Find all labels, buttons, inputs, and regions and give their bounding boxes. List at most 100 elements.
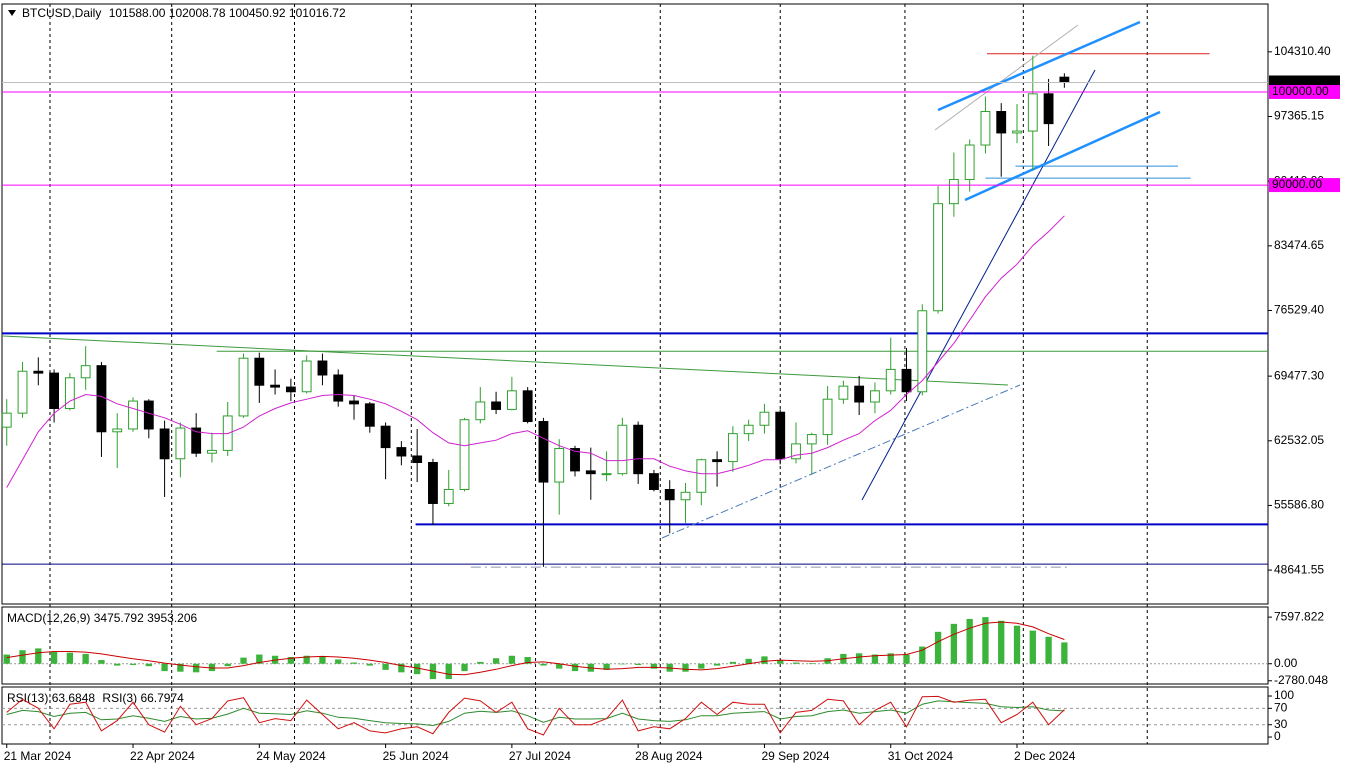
candle-body [712, 459, 723, 463]
symbol-header: BTCUSD,Daily 101588.00 102008.78 100450.… [22, 6, 346, 20]
macd-signal [6, 621, 1065, 676]
price-label-bg [1269, 84, 1340, 99]
main-pane [1, 3, 1269, 605]
candle-body [1012, 130, 1022, 134]
channel-line [964, 110, 1161, 202]
moving-average [6, 215, 1065, 488]
candle-body [791, 443, 801, 460]
candle-body [333, 374, 344, 402]
macd-bar [445, 663, 452, 680]
macd-bar [319, 656, 326, 664]
candle-body [49, 372, 60, 410]
macd-bar [177, 663, 184, 672]
macd-bar [761, 656, 768, 664]
macd-bar [35, 648, 42, 664]
y-tick-label: 55586.80 [1274, 498, 1324, 512]
candle-body [80, 365, 91, 379]
candle-body [238, 357, 249, 417]
candle-body [806, 434, 817, 445]
candle-body [112, 428, 123, 433]
y-tick-label: 76529.40 [1274, 303, 1324, 317]
macd-bar [3, 654, 10, 664]
macd-bar [729, 661, 737, 664]
rsi-line [6, 700, 1065, 727]
candle-body [96, 365, 107, 433]
macd-bar [461, 663, 468, 672]
price-label: 100000.00 [1272, 84, 1329, 98]
candle-body [727, 433, 738, 463]
candle-body [538, 421, 549, 483]
macd-bar [382, 663, 389, 670]
macd-bar [998, 620, 1005, 664]
macd-bar [556, 663, 563, 669]
y-tick-label: 7597.822 [1274, 609, 1324, 623]
macd-bar [571, 663, 579, 672]
y-tick-label: 104310.40 [1274, 44, 1331, 58]
y-tick-label: 0.00 [1274, 656, 1298, 670]
drawings [2, 20, 1161, 539]
candle-body [838, 385, 849, 400]
trend-line [861, 69, 1096, 501]
macd-bar [1013, 625, 1021, 664]
macd-bar [287, 656, 295, 664]
candle-body [917, 310, 928, 393]
candle-body [412, 455, 423, 463]
macd-bar [66, 652, 74, 664]
candle-body [175, 427, 186, 460]
macd-bar [919, 646, 926, 664]
candle-body [759, 411, 770, 426]
channel-line [937, 20, 1141, 112]
macd-bar [903, 654, 910, 664]
macd-bar [145, 663, 152, 667]
candle-body [270, 384, 281, 388]
macd-bar [82, 653, 89, 664]
candle-body [317, 360, 328, 376]
candle-body [1, 412, 12, 428]
macd-bar [335, 659, 342, 664]
rsi-pane [1, 686, 1269, 745]
candle-body [554, 448, 565, 483]
rsi-header: RSI(13) 63.6848 RSI(3) 66.7974 [7, 691, 184, 705]
candle-body [475, 401, 486, 421]
candle-body [885, 368, 896, 392]
y-tick-label: 70 [1274, 700, 1288, 714]
candle-body [1059, 76, 1070, 84]
macd-bar [682, 663, 689, 672]
macd-bar [950, 623, 958, 664]
candle-body [617, 424, 628, 475]
menu-arrow[interactable] [8, 10, 16, 16]
candle-body [933, 203, 944, 312]
macd-bar [508, 655, 516, 664]
macd-bar [129, 663, 137, 665]
macd-bar [193, 663, 200, 673]
y-tick-label: 83474.65 [1274, 238, 1324, 252]
price-label: 90000.00 [1272, 177, 1322, 191]
macd-bar [19, 650, 26, 664]
y-tick-label: 30 [1274, 717, 1288, 731]
candle-body [696, 459, 707, 493]
y-tick-label: 62532.05 [1274, 433, 1324, 447]
macd-bar [650, 663, 658, 669]
candle-body [901, 368, 912, 393]
candle-body [633, 424, 644, 475]
candle-body [159, 428, 170, 460]
y-tick-label: 69477.30 [1274, 368, 1324, 382]
candle-body [854, 385, 865, 403]
candle-body [585, 470, 596, 475]
candle-body [775, 411, 786, 460]
candle-body [128, 400, 138, 430]
macd-bar [871, 654, 879, 664]
candle-body [491, 401, 502, 410]
candle-body [601, 473, 612, 476]
macd-bar [745, 658, 752, 664]
macd-bar [524, 656, 531, 664]
macd-bar [1029, 630, 1036, 664]
candle-body [33, 370, 44, 374]
x-tick-label: 21 Mar 2024 [4, 749, 72, 763]
candle-body [870, 390, 880, 403]
macd-bar [50, 651, 58, 664]
candle-body [254, 357, 265, 386]
x-tick-label: 27 Jul 2024 [509, 749, 571, 763]
macd-bar [982, 617, 989, 664]
